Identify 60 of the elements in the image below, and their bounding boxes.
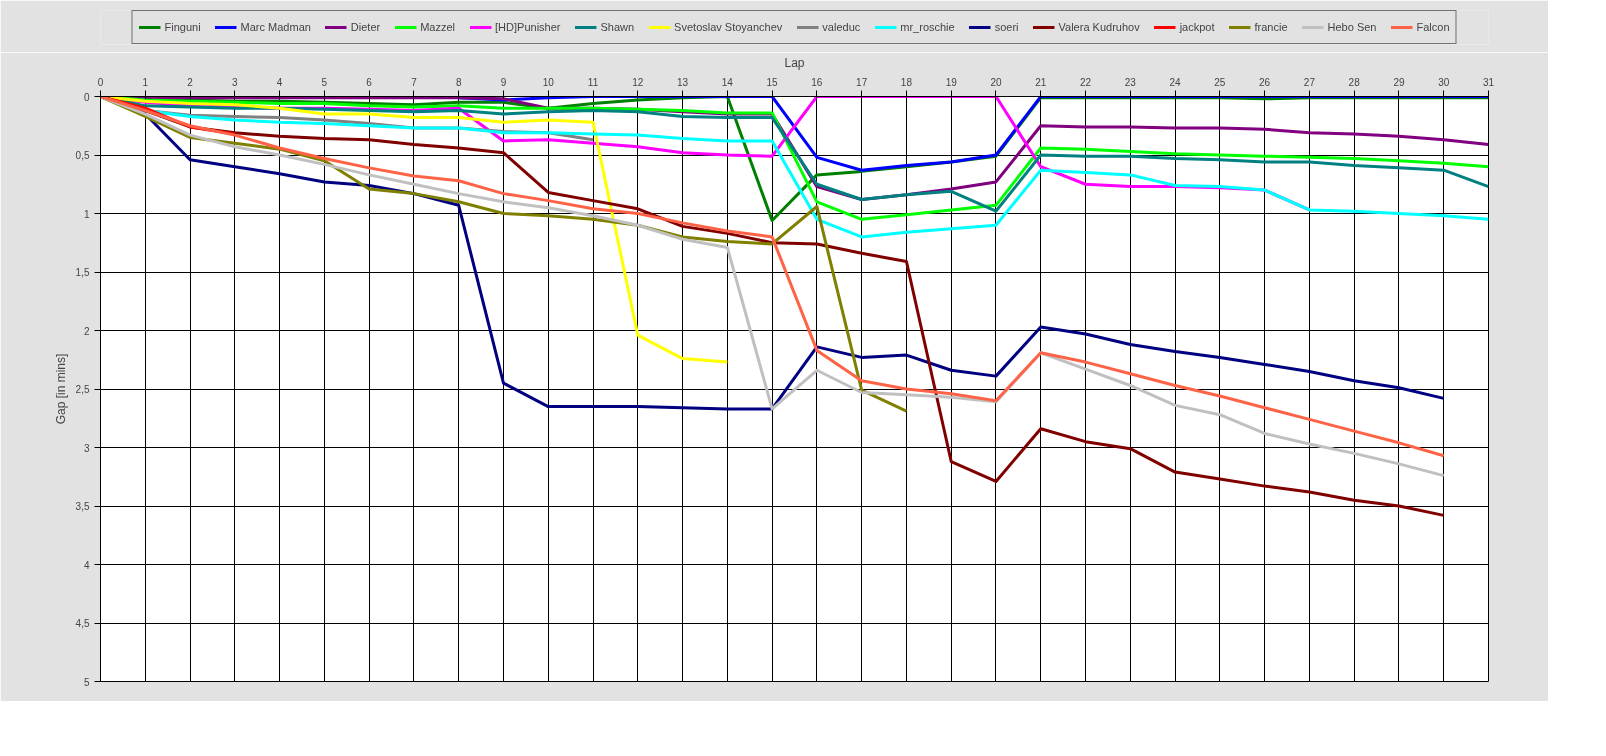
x-tick-label: 7	[411, 76, 418, 88]
legend-label: Svetoslav Stoyanchev	[674, 21, 783, 33]
x-tick-label: 1	[142, 76, 149, 88]
x-tick-label: 28	[1348, 76, 1361, 88]
x-tick-label: 16	[811, 76, 823, 88]
x-tick-label: 21	[1035, 76, 1047, 88]
x-tick-label: 8	[455, 76, 462, 88]
legend-label: Falcon	[1416, 21, 1450, 33]
legend-label: Dieter	[350, 21, 381, 33]
x-tick-label: 0	[97, 76, 104, 88]
x-tick-label: 25	[1214, 76, 1226, 88]
x-tick-label: 27	[1303, 76, 1316, 88]
x-tick-label: 29	[1393, 76, 1405, 88]
y-tick-label: 2	[83, 325, 90, 337]
x-tick-label: 26	[1259, 76, 1271, 88]
y-tick-label: 0	[83, 91, 90, 103]
x-tick-label: 4	[276, 76, 283, 88]
y-tick-label: 4,5	[75, 618, 90, 629]
x-tick-label: 11	[587, 76, 599, 88]
x-tick-label: 5	[321, 76, 328, 88]
x-tick-label: 22	[1079, 76, 1092, 88]
y-tick-label: 5	[83, 676, 90, 688]
legend-label: francie	[1254, 21, 1288, 33]
x-tick-label: 2	[187, 76, 194, 88]
legend-label: mr_roschie	[900, 21, 955, 33]
x-tick-label: 24	[1169, 76, 1182, 88]
y-tick-label: 4	[83, 559, 90, 571]
y-tick-label: 0,5	[75, 150, 90, 161]
x-tick-label: 19	[945, 76, 958, 88]
legend-label: Mazzel	[420, 21, 456, 33]
y-tick-label: 2,5	[75, 384, 90, 395]
legend-label: Finguni	[164, 21, 201, 33]
legend-label: valeduc	[822, 21, 861, 33]
y-tick-label: 1	[83, 208, 90, 220]
x-tick-label: 13	[677, 76, 689, 88]
x-tick-label: 6	[366, 76, 373, 88]
legend-label: Valera Kudruhov	[1058, 21, 1140, 33]
x-tick-label: 17	[856, 76, 868, 88]
x-tick-label: 10	[542, 76, 555, 88]
y-tick-label: 3	[83, 442, 90, 454]
legend-label: jackpot	[1179, 21, 1215, 33]
x-tick-label: 15	[766, 76, 779, 88]
legend-label: Shawn	[600, 21, 635, 33]
x-tick-label: 18	[900, 76, 913, 88]
legend-label: [HD]Punisher	[495, 21, 561, 33]
y-axis-title: Gap [in mins]	[53, 353, 68, 425]
x-tick-label: 31	[1482, 76, 1495, 88]
x-tick-label: 9	[500, 76, 507, 88]
legend-label: Marc Madman	[240, 21, 311, 33]
x-axis-title: Lap	[784, 55, 805, 70]
x-tick-label: 12	[632, 76, 644, 88]
x-tick-label: 23	[1124, 76, 1137, 88]
y-tick-label: 3,5	[75, 501, 90, 512]
y-tick-label: 1,5	[75, 267, 90, 278]
x-tick-label: 30	[1438, 76, 1450, 88]
x-tick-label: 14	[721, 76, 734, 88]
x-tick-label: 3	[232, 76, 239, 88]
legend-label: Hebo Sen	[1327, 21, 1377, 33]
legend-label: soeri	[994, 21, 1019, 33]
x-tick-label: 20	[990, 76, 1002, 88]
